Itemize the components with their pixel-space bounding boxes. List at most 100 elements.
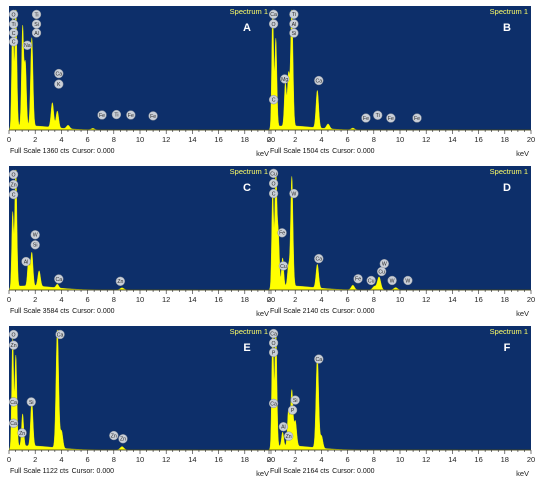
x-tick-label: 6 — [86, 455, 90, 464]
svg-text:Fe: Fe — [279, 231, 285, 237]
svg-text:Zn: Zn — [11, 343, 17, 349]
status-line: Full Scale 3584 cts Cursor: 0.000 — [10, 308, 118, 315]
full-scale-text: Full Scale 2164 cts — [270, 468, 330, 475]
svg-text:W: W — [390, 278, 395, 284]
x-tick-label: 12 — [422, 455, 430, 464]
x-tick-label: 0 — [267, 135, 271, 144]
element-label: Cu — [268, 168, 279, 179]
element-label: Na — [22, 40, 32, 50]
svg-text:Cu: Cu — [270, 171, 277, 177]
element-label: Fe — [126, 110, 136, 120]
x-tick-label: 4 — [319, 295, 323, 304]
element-label: Ca — [314, 354, 324, 364]
full-scale-text: Full Scale 1360 cts — [10, 148, 70, 155]
x-tick-label: 16 — [474, 455, 482, 464]
x-tick-label: 12 — [162, 135, 170, 144]
x-tick-label: 20 — [267, 295, 275, 304]
svg-text:Fe: Fe — [128, 113, 134, 119]
plot-area — [9, 166, 271, 290]
element-label: Zn — [118, 434, 128, 444]
svg-text:Ca: Ca — [315, 357, 322, 363]
svg-text:O: O — [12, 172, 16, 178]
x-tick-label: 4 — [319, 135, 323, 144]
spectrum-panel-b: Spectrum 1 B Ca Ti O Al Si Mg C Ca Fe Ti Fe Fe 0 2 4 6 8 10… — [266, 4, 535, 160]
panel-letter: E — [243, 342, 250, 354]
svg-text:Ca: Ca — [55, 71, 62, 77]
element-label: Si — [31, 19, 42, 29]
element-label: Ca — [268, 398, 279, 409]
element-label: Ca — [55, 329, 65, 340]
svg-text:Si: Si — [292, 31, 297, 37]
svg-text:Ti: Ti — [34, 12, 38, 18]
svg-text:Zn: Zn — [286, 434, 292, 440]
x-tick-label: 18 — [241, 455, 249, 464]
element-label: Fe — [386, 113, 396, 123]
spectrum-panel-f: Spectrum 1 F Ca O P Ca Si P Ca Al Zn 0 2 4 6 8 10 12 14 16 1… — [266, 324, 535, 480]
element-label: Fe — [148, 111, 158, 121]
x-tick-label: 18 — [501, 295, 509, 304]
svg-text:O: O — [272, 341, 276, 347]
svg-text:C: C — [272, 191, 276, 197]
x-axis-unit: keV — [516, 149, 529, 158]
svg-text:W: W — [405, 278, 410, 284]
full-scale-text: Full Scale 2140 cts — [270, 308, 330, 315]
element-label: Fe — [412, 113, 422, 123]
element-label: O — [268, 178, 279, 189]
x-tick-label: 14 — [188, 135, 196, 144]
spectrum-title: Spectrum 1 — [230, 7, 268, 16]
x-tick-label: 20 — [527, 295, 535, 304]
x-tick-label: 0 — [7, 135, 11, 144]
element-label: C — [8, 28, 19, 38]
status-line: Full Scale 1504 cts Cursor: 0.000 — [270, 148, 378, 155]
element-label: Ca — [54, 274, 64, 284]
x-tick-label: 10 — [396, 455, 404, 464]
x-tick-label: 10 — [136, 135, 144, 144]
element-label: C — [8, 37, 19, 47]
plot-area — [269, 326, 531, 450]
spectrum-panel-e: Spectrum 1 E O Ca Zn Ca Si Ca Zn Zn Zn 0 2 4 6 8 10 12 14 1… — [6, 324, 275, 480]
element-label: Fe — [353, 274, 363, 284]
x-tick-label: 14 — [448, 295, 456, 304]
x-tick-label: 16 — [474, 295, 482, 304]
element-label: O — [268, 19, 279, 29]
panel-letter: F — [504, 342, 511, 354]
spectrum-panel-a: Spectrum 1 A O Ti Ti Si C Al Na C Ca K Fe Ti Fe Fe 0 2 4 6 8… — [6, 4, 275, 160]
cursor-text: Cursor: 0.000 — [332, 308, 375, 315]
svg-text:Ca: Ca — [10, 421, 17, 427]
element-label: Ti — [289, 9, 299, 19]
svg-text:C: C — [12, 40, 16, 46]
spectrum-panel-d: Spectrum 1 D Cu O C W Fe Cu Ca Fe Cu W Cu W W 0 2 4 6 8 10 12… — [266, 164, 535, 320]
x-axis-unit: keV — [516, 469, 529, 478]
svg-text:K: K — [57, 82, 61, 88]
svg-text:Ca: Ca — [10, 400, 17, 406]
spectrum-chart: Spectrum 1 B Ca Ti O Al Si Mg C Ca Fe Ti Fe Fe 0 2 4 6 8 10… — [267, 6, 535, 158]
x-tick-label: 0 — [267, 455, 271, 464]
x-tick-label: 4 — [59, 295, 63, 304]
svg-text:Cu: Cu — [378, 269, 385, 275]
plot-area — [269, 166, 531, 290]
status-line: Full Scale 2164 cts Cursor: 0.000 — [270, 468, 378, 475]
x-tick-label: 20 — [267, 455, 275, 464]
svg-text:Zn: Zn — [111, 433, 117, 439]
svg-text:O: O — [272, 181, 276, 187]
x-tick-label: 16 — [214, 135, 222, 144]
svg-text:Al: Al — [292, 22, 297, 28]
x-tick-label: 10 — [396, 295, 404, 304]
svg-text:Ca: Ca — [270, 401, 277, 407]
x-tick-label: 8 — [372, 295, 376, 304]
panel-letter: C — [243, 182, 251, 194]
x-tick-label: 18 — [241, 135, 249, 144]
cursor-text: Cursor: 0.000 — [72, 148, 115, 155]
element-label: P — [287, 405, 298, 415]
svg-text:W: W — [291, 191, 296, 197]
element-label: Si — [289, 28, 299, 38]
svg-text:Ca: Ca — [270, 331, 277, 337]
full-scale-text: Full Scale 1504 cts — [270, 148, 330, 155]
svg-text:W: W — [33, 233, 38, 239]
x-tick-label: 4 — [319, 455, 323, 464]
svg-text:Zn: Zn — [11, 182, 17, 188]
svg-text:Ti: Ti — [292, 12, 296, 18]
x-tick-label: 10 — [396, 135, 404, 144]
svg-text:P: P — [272, 350, 276, 356]
